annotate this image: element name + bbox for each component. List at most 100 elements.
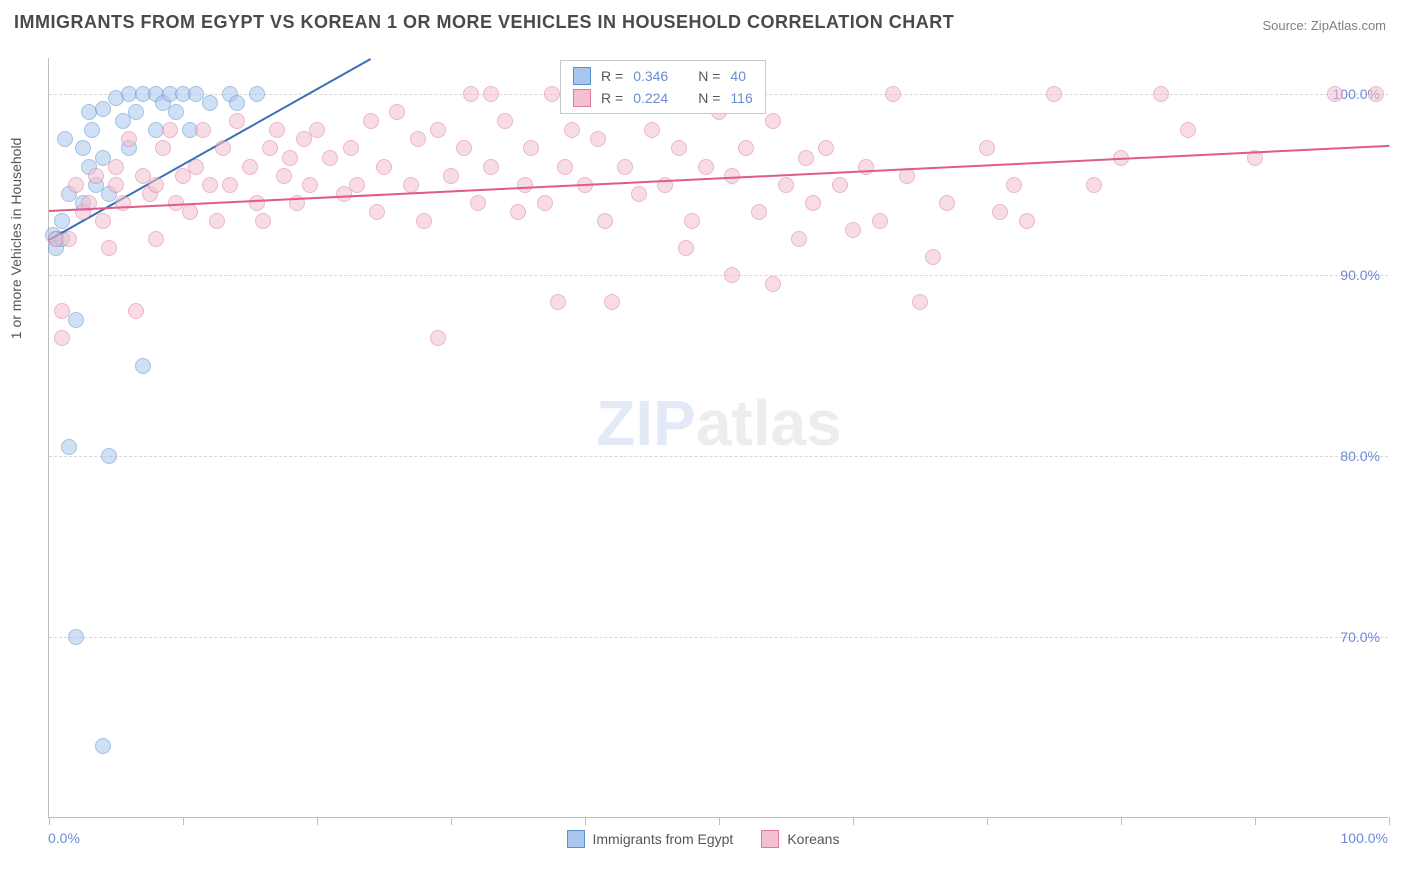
data-point — [631, 186, 647, 202]
data-point — [95, 738, 111, 754]
data-point — [229, 113, 245, 129]
data-point — [148, 177, 164, 193]
x-tick — [1255, 817, 1256, 825]
data-point — [778, 177, 794, 193]
x-tick — [183, 817, 184, 825]
data-point — [497, 113, 513, 129]
data-point — [845, 222, 861, 238]
data-point — [912, 294, 928, 310]
x-tick — [1389, 817, 1390, 825]
x-tick — [317, 817, 318, 825]
data-point — [463, 86, 479, 102]
data-point — [75, 140, 91, 156]
data-point — [939, 195, 955, 211]
y-tick-label: 90.0% — [1340, 267, 1380, 283]
data-point — [282, 150, 298, 166]
scatter-plot-area: 70.0%80.0%90.0%100.0%ZIPatlas — [48, 58, 1388, 818]
data-point — [84, 122, 100, 138]
legend-swatch-icon — [573, 67, 591, 85]
data-point — [202, 95, 218, 111]
data-point — [510, 204, 526, 220]
data-point — [369, 204, 385, 220]
data-point — [885, 86, 901, 102]
data-point — [302, 177, 318, 193]
legend-label: Immigrants from Egypt — [593, 831, 734, 847]
data-point — [523, 140, 539, 156]
data-point — [617, 159, 633, 175]
data-point — [557, 159, 573, 175]
x-tick — [1121, 817, 1122, 825]
r-prefix: R = — [601, 90, 623, 106]
data-point — [349, 177, 365, 193]
gridline — [49, 456, 1388, 457]
legend-label: Koreans — [787, 831, 839, 847]
data-point — [61, 439, 77, 455]
legend-item-koreans: Koreans — [761, 830, 839, 848]
n-prefix: N = — [698, 68, 720, 84]
data-point — [644, 122, 660, 138]
n-prefix: N = — [698, 90, 720, 106]
chart-title: IMMIGRANTS FROM EGYPT VS KOREAN 1 OR MOR… — [14, 12, 954, 33]
data-point — [537, 195, 553, 211]
data-point — [376, 159, 392, 175]
data-point — [202, 177, 218, 193]
data-point — [684, 213, 700, 229]
data-point — [269, 122, 285, 138]
data-point — [430, 122, 446, 138]
data-point — [249, 195, 265, 211]
data-point — [872, 213, 888, 229]
data-point — [798, 150, 814, 166]
data-point — [1368, 86, 1384, 102]
data-point — [155, 140, 171, 156]
data-point — [309, 122, 325, 138]
data-point — [195, 122, 211, 138]
data-point — [765, 113, 781, 129]
data-point — [249, 86, 265, 102]
n-value: 116 — [730, 90, 752, 106]
data-point — [1019, 213, 1035, 229]
x-tick — [49, 817, 50, 825]
trend-line — [49, 145, 1389, 212]
data-point — [403, 177, 419, 193]
legend-stats-row: R = 0.346 N = 40 — [561, 65, 765, 87]
x-tick — [719, 817, 720, 825]
data-point — [68, 177, 84, 193]
data-point — [550, 294, 566, 310]
data-point — [678, 240, 694, 256]
data-point — [590, 131, 606, 147]
n-value: 40 — [730, 68, 746, 84]
data-point — [209, 213, 225, 229]
data-point — [229, 95, 245, 111]
data-point — [215, 140, 231, 156]
legend-bottom: Immigrants from Egypt Koreans — [0, 830, 1406, 848]
data-point — [108, 177, 124, 193]
data-point — [483, 86, 499, 102]
data-point — [818, 140, 834, 156]
x-tick — [451, 817, 452, 825]
data-point — [322, 150, 338, 166]
r-value: 0.346 — [633, 68, 668, 84]
data-point — [101, 448, 117, 464]
data-point — [805, 195, 821, 211]
data-point — [671, 140, 687, 156]
source-label: Source: ZipAtlas.com — [1262, 18, 1386, 33]
data-point — [343, 140, 359, 156]
data-point — [242, 159, 258, 175]
data-point — [738, 140, 754, 156]
data-point — [925, 249, 941, 265]
data-point — [54, 213, 70, 229]
data-point — [54, 303, 70, 319]
data-point — [1006, 177, 1022, 193]
data-point — [54, 330, 70, 346]
data-point — [698, 159, 714, 175]
data-point — [564, 122, 580, 138]
data-point — [1086, 177, 1102, 193]
data-point — [57, 131, 73, 147]
y-tick-label: 70.0% — [1340, 629, 1380, 645]
data-point — [108, 159, 124, 175]
data-point — [992, 204, 1008, 220]
data-point — [443, 168, 459, 184]
data-point — [121, 131, 137, 147]
data-point — [363, 113, 379, 129]
data-point — [68, 629, 84, 645]
